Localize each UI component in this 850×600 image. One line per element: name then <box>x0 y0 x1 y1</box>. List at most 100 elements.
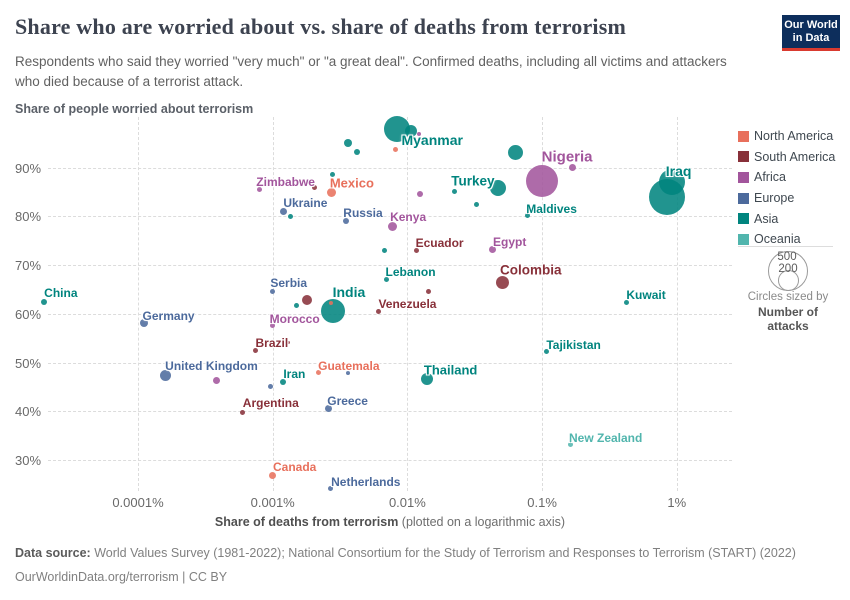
data-point-argentina[interactable] <box>240 409 246 415</box>
legend-item-africa[interactable]: Africa <box>738 167 842 188</box>
data-point[interactable] <box>508 145 524 161</box>
data-point-new-zealand[interactable] <box>568 442 574 448</box>
data-point[interactable] <box>343 139 352 148</box>
data-point-india[interactable] <box>320 299 345 324</box>
data-point[interactable] <box>658 169 685 196</box>
data-point-colombia[interactable] <box>496 275 510 289</box>
owid-logo[interactable]: Our World in Data <box>782 15 840 51</box>
data-point-mexico[interactable] <box>327 188 337 198</box>
legend-swatch <box>738 151 749 163</box>
country-label-greece[interactable]: Greece <box>327 393 368 408</box>
size-legend-value-small: 200 <box>778 263 798 275</box>
data-point[interactable] <box>268 384 274 390</box>
data-point-united-kingdom[interactable] <box>159 370 171 382</box>
country-label-nigeria[interactable]: Nigeria <box>541 148 593 166</box>
country-label-kuwait[interactable]: Kuwait <box>626 288 666 303</box>
data-point[interactable] <box>426 289 432 295</box>
data-point-maldives[interactable] <box>525 213 531 219</box>
data-point[interactable] <box>312 185 318 191</box>
country-label-germany[interactable]: Germany <box>142 308 195 323</box>
country-label-russia[interactable]: Russia <box>343 205 383 220</box>
data-point[interactable] <box>286 340 290 344</box>
country-label-argentina[interactable]: Argentina <box>242 396 299 411</box>
country-label-brazil[interactable]: Brazil <box>255 335 289 350</box>
data-point-serbia[interactable] <box>270 289 276 295</box>
data-point-russia[interactable] <box>342 217 349 224</box>
legend-item-north-america[interactable]: North America <box>738 126 842 147</box>
data-point-lebanon[interactable] <box>384 277 390 283</box>
legend-item-europe[interactable]: Europe <box>738 188 842 209</box>
country-label-serbia[interactable]: Serbia <box>270 275 308 290</box>
country-label-colombia[interactable]: Colombia <box>499 262 562 278</box>
country-label-kenya[interactable]: Kenya <box>390 210 427 225</box>
data-point-kuwait[interactable] <box>623 299 629 305</box>
data-point-china[interactable] <box>40 299 47 306</box>
data-point[interactable] <box>330 172 336 178</box>
owid-logo-line1: Our World <box>784 19 838 31</box>
data-point-guatemala[interactable] <box>316 370 322 376</box>
country-label-united-kingdom[interactable]: United Kingdom <box>165 358 258 373</box>
data-point-ecuador[interactable] <box>414 248 420 254</box>
data-point[interactable] <box>302 295 313 306</box>
data-point[interactable] <box>213 376 221 384</box>
country-label-lebanon[interactable]: Lebanon <box>385 264 436 279</box>
country-label-ukraine[interactable]: Ukraine <box>283 195 328 210</box>
data-point-netherlands[interactable] <box>328 486 334 492</box>
data-point[interactable] <box>452 189 458 195</box>
data-point[interactable] <box>293 303 299 309</box>
country-label-venezuela[interactable]: Venezuela <box>378 296 437 311</box>
data-point-tajikistan[interactable] <box>544 349 550 355</box>
data-point-ukraine[interactable] <box>279 208 287 216</box>
data-point-kenya[interactable] <box>387 221 397 231</box>
data-point-canada[interactable] <box>269 472 277 480</box>
data-point[interactable] <box>392 147 398 153</box>
country-label-guatemala[interactable]: Guatemala <box>318 358 380 373</box>
data-point-iran[interactable] <box>280 378 287 385</box>
country-label-myanmar[interactable]: Myanmar <box>401 131 463 148</box>
country-label-netherlands[interactable]: Netherlands <box>331 474 401 489</box>
country-label-new-zealand[interactable]: New Zealand <box>568 430 643 445</box>
country-label-thailand[interactable]: Thailand <box>423 362 478 378</box>
country-label-morocco[interactable]: Morocco <box>269 311 320 326</box>
data-point-thailand[interactable] <box>420 372 433 385</box>
data-point-turkey[interactable] <box>489 179 506 196</box>
data-point-egypt[interactable] <box>489 246 497 254</box>
data-point[interactable] <box>345 370 350 375</box>
data-point-nigeria[interactable] <box>526 165 559 198</box>
legend-item-oceania[interactable]: Oceania <box>738 229 842 250</box>
data-point-germany[interactable] <box>139 318 148 327</box>
data-point[interactable] <box>382 248 388 254</box>
data-point[interactable] <box>404 124 417 137</box>
x-gridline <box>138 117 139 491</box>
data-point[interactable] <box>328 301 333 306</box>
y-gridline <box>48 313 732 315</box>
footer-link[interactable]: OurWorldinData.org/terrorism | CC BY <box>15 570 228 584</box>
data-point[interactable] <box>416 190 423 197</box>
country-label-zimbabwe[interactable]: Zimbabwe <box>256 174 315 189</box>
country-label-ecuador[interactable]: Ecuador <box>415 235 464 250</box>
x-axis-title-note: (plotted on a logarithmic axis) <box>398 515 566 529</box>
data-point[interactable] <box>474 201 480 207</box>
country-label-mexico[interactable]: Mexico <box>329 175 374 191</box>
country-label-egypt[interactable]: Egypt <box>493 234 527 249</box>
country-label-china[interactable]: China <box>44 286 78 301</box>
data-point[interactable] <box>569 164 577 171</box>
data-point-greece[interactable] <box>325 405 333 413</box>
country-label-india[interactable]: India <box>332 284 366 301</box>
data-point[interactable] <box>417 131 422 136</box>
y-tick-label: 90% <box>15 160 42 176</box>
legend-item-asia[interactable]: Asia <box>738 208 842 229</box>
country-label-iran[interactable]: Iran <box>283 366 306 381</box>
country-label-tajikistan[interactable]: Tajikistan <box>546 337 601 352</box>
country-label-canada[interactable]: Canada <box>273 459 317 474</box>
data-point-brazil[interactable] <box>253 348 259 354</box>
legend-item-south-america[interactable]: South America <box>738 147 842 168</box>
data-point-venezuela[interactable] <box>375 309 381 315</box>
country-label-turkey[interactable]: Turkey <box>451 173 495 189</box>
data-point[interactable] <box>288 214 294 220</box>
country-label-iraq[interactable]: Iraq <box>665 162 692 179</box>
data-point-morocco[interactable] <box>270 323 276 329</box>
data-point-zimbabwe[interactable] <box>257 187 263 193</box>
country-label-maldives[interactable]: Maldives <box>526 201 577 216</box>
data-point[interactable] <box>353 148 360 155</box>
